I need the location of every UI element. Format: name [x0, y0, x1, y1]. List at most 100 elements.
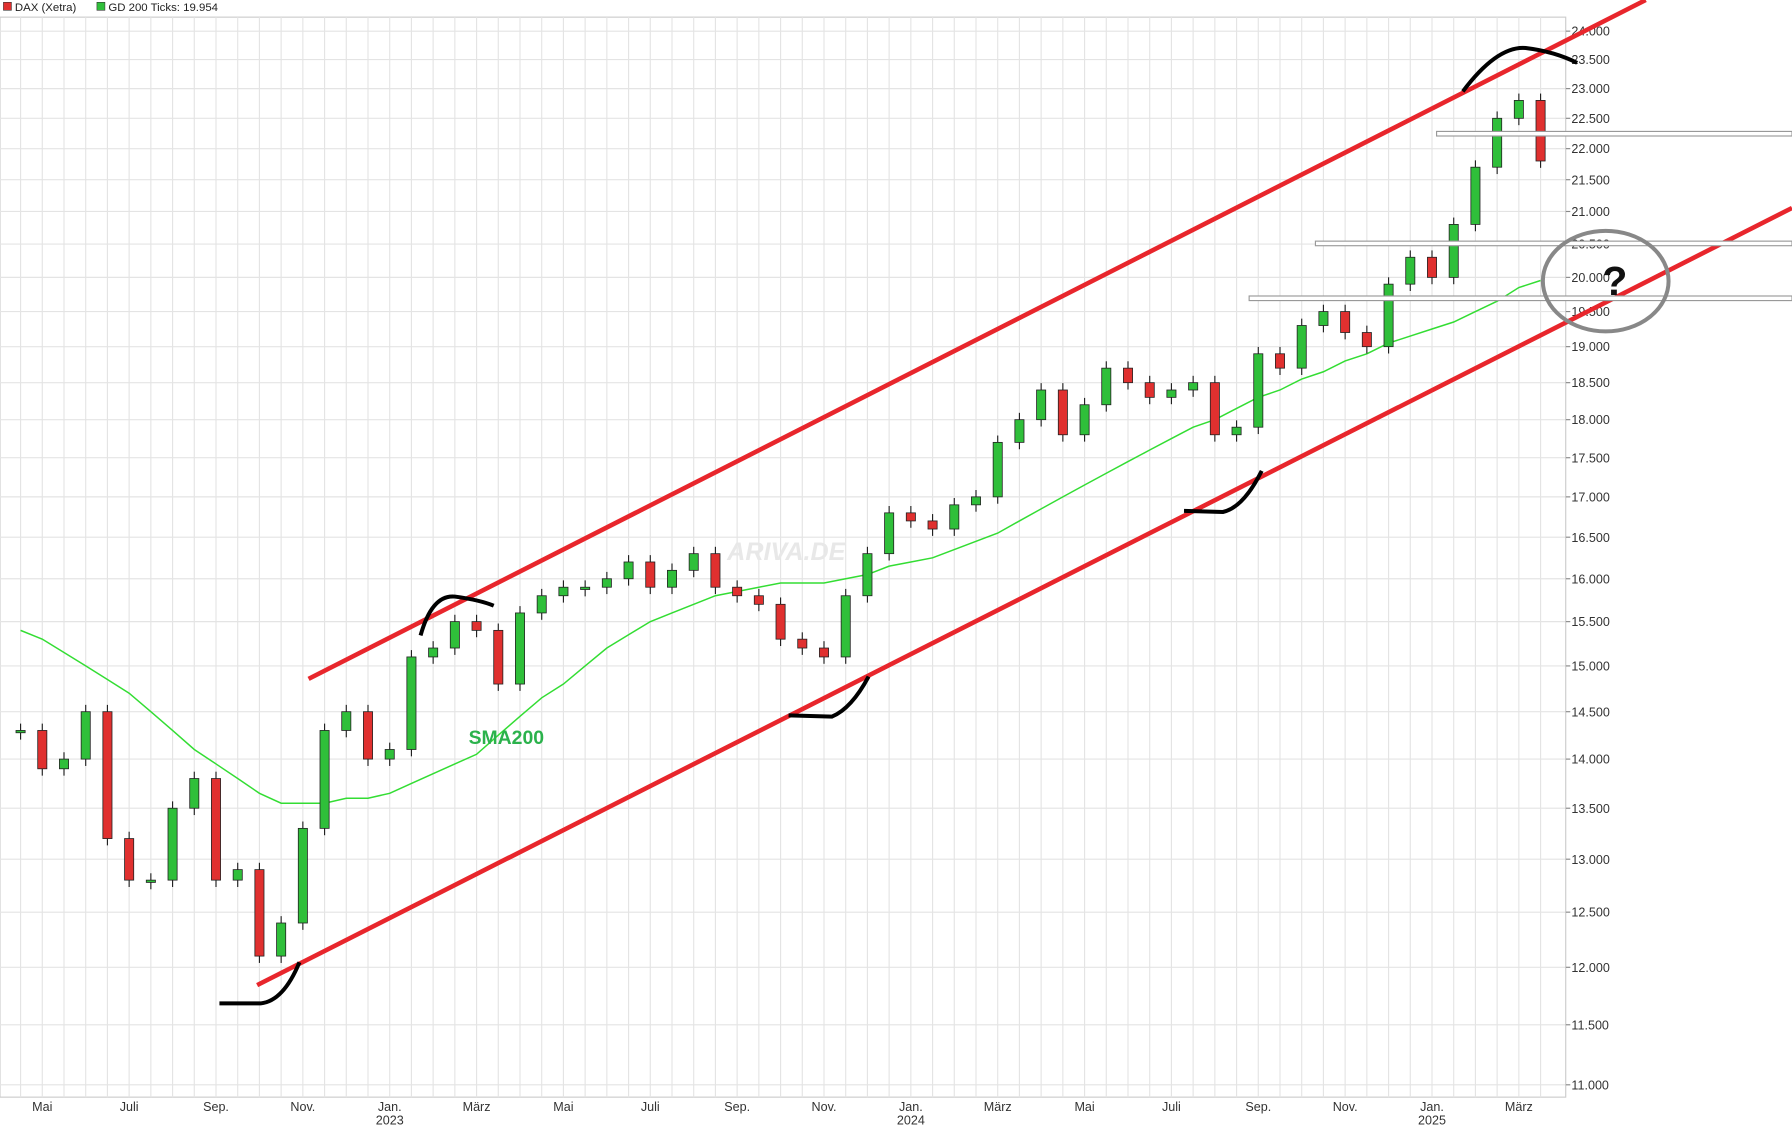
candle — [297, 827, 308, 924]
candle — [1079, 404, 1090, 436]
top-curve — [1461, 45, 1579, 93]
y-tick-label: 22.000 — [1571, 142, 1609, 156]
candle — [1427, 256, 1437, 278]
y-tick-label: 16.500 — [1571, 531, 1609, 545]
low-curve — [1183, 469, 1264, 515]
highlight-circle — [1540, 228, 1671, 334]
candle — [211, 778, 221, 881]
candle — [341, 711, 352, 731]
x-tick-label: Mai — [1074, 1100, 1094, 1114]
y-tick-label: 23.000 — [1571, 82, 1609, 96]
x-tick-label: Sep. — [724, 1100, 750, 1114]
y-tick-label: 17.500 — [1571, 451, 1609, 465]
candle — [927, 520, 938, 530]
candle — [1535, 100, 1546, 162]
y-tick-label: 21.000 — [1571, 205, 1609, 219]
legend-label: GD 200 Ticks: 19.954 — [108, 2, 218, 14]
top-curve — [418, 594, 495, 636]
candle — [515, 612, 525, 685]
candle — [1318, 311, 1329, 326]
candle — [59, 758, 69, 770]
candle — [1123, 367, 1133, 384]
candle — [1209, 382, 1220, 436]
candle — [428, 647, 439, 658]
y-tick-label: 15.000 — [1571, 659, 1609, 673]
x-tick-label: Jan. 2024 — [897, 1100, 925, 1128]
legend: DAX (Xetra) GD 200 Ticks: 19.954 — [3, 2, 219, 14]
candle — [167, 807, 178, 881]
x-tick-label: Mai — [553, 1100, 573, 1114]
candle — [753, 595, 764, 605]
candle — [623, 561, 634, 580]
candle — [862, 553, 873, 597]
question-mark: ? — [1602, 258, 1627, 304]
x-tick-label: Juli — [1162, 1100, 1181, 1114]
candle — [601, 578, 612, 588]
support-zone — [1248, 295, 1792, 302]
candle — [797, 638, 808, 649]
low-curve — [788, 675, 871, 719]
x-tick-label: Juli — [641, 1100, 660, 1114]
legend-swatch — [96, 2, 106, 11]
candle — [775, 603, 786, 640]
candle — [1036, 389, 1047, 421]
y-tick-label: 21.500 — [1571, 173, 1609, 187]
candle — [471, 621, 482, 631]
candle — [493, 629, 504, 685]
candle — [254, 869, 265, 957]
candle — [536, 595, 547, 614]
watermark: ARIVA.DE — [726, 538, 846, 566]
candle — [1231, 426, 1242, 436]
candle — [276, 922, 287, 957]
candle — [102, 711, 113, 839]
candle — [37, 730, 48, 770]
y-tick-label: 15.500 — [1571, 615, 1609, 629]
low-curve — [219, 961, 302, 1006]
support-zone — [1436, 130, 1792, 137]
candle — [15, 730, 26, 734]
candle — [384, 749, 395, 760]
candle — [1275, 353, 1285, 369]
y-tick-label: 19.000 — [1571, 340, 1609, 354]
y-tick-label: 13.500 — [1571, 802, 1609, 816]
x-tick-label: März — [984, 1100, 1012, 1114]
x-tick-label: Nov. — [290, 1100, 315, 1114]
y-tick-label: 17.000 — [1571, 490, 1609, 504]
y-tick-label: 12.500 — [1571, 906, 1609, 920]
y-tick-label: 14.000 — [1571, 753, 1609, 767]
candle — [645, 561, 656, 588]
y-tick-label: 18.000 — [1571, 413, 1609, 427]
candle — [189, 778, 200, 809]
x-tick-label: Jan. 2023 — [376, 1100, 404, 1128]
candle — [1340, 311, 1351, 333]
candle — [819, 647, 829, 658]
candle — [732, 586, 743, 597]
candle — [449, 621, 460, 649]
candle — [667, 569, 677, 588]
candle — [1014, 419, 1025, 443]
candle — [80, 711, 91, 760]
sma-line — [20, 279, 1541, 804]
candle — [1296, 325, 1307, 369]
candle — [688, 553, 699, 571]
candle — [232, 869, 243, 881]
y-tick-label: 14.500 — [1571, 705, 1609, 719]
lower-channel — [256, 205, 1792, 988]
candle — [905, 512, 916, 522]
candle — [1361, 332, 1372, 348]
support-zone — [1314, 240, 1792, 247]
y-tick-label: 12.000 — [1571, 961, 1609, 975]
candle — [949, 504, 960, 530]
candle — [884, 512, 895, 555]
candle — [992, 441, 1003, 498]
candle — [1513, 100, 1524, 119]
y-tick-label: 20.000 — [1571, 271, 1609, 285]
x-tick-label: Jan. 2025 — [1418, 1100, 1446, 1128]
candle — [1405, 256, 1416, 285]
candle — [1448, 224, 1459, 278]
y-tick-label: 23.500 — [1571, 53, 1609, 67]
x-tick-label: Mai — [32, 1100, 52, 1114]
candle — [1101, 367, 1112, 406]
x-tick-label: Sep. — [203, 1100, 229, 1114]
